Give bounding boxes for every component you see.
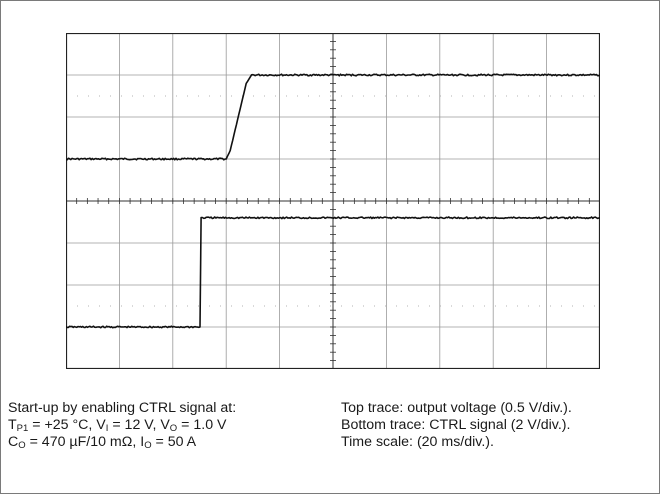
caption-line-2: TP1 = +25 °C, VI = 12 V, VO = 1.0 V (8, 417, 227, 434)
caption-bottom-trace: Bottom trace: CTRL signal (2 V/div.). (341, 417, 571, 433)
caption-line-1: Start-up by enabling CTRL signal at: (8, 400, 237, 416)
caption-traces: Top trace: output voltage (0.5 V/div.). … (341, 400, 572, 451)
scope-plot (66, 33, 600, 369)
scope-border (66, 33, 600, 369)
caption-time-scale: Time scale: (20 ms/div.). (341, 434, 494, 450)
caption-line-3: CO = 470 µF/10 mΩ, IO = 50 A (8, 434, 197, 451)
trace-ctrl-signal (66, 216, 600, 329)
caption-top-trace: Top trace: output voltage (0.5 V/div.). (341, 400, 572, 416)
oscilloscope-screen (66, 33, 600, 369)
caption-conditions: Start-up by enabling CTRL signal at: TP1… (8, 400, 236, 451)
trace-output-voltage (66, 73, 600, 161)
